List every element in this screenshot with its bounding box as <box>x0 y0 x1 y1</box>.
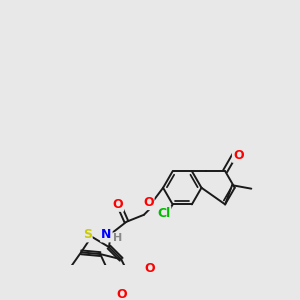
Text: O: O <box>143 196 154 209</box>
Text: N: N <box>101 228 112 242</box>
Text: O: O <box>233 149 244 162</box>
Text: S: S <box>83 228 92 242</box>
Text: O: O <box>145 262 155 275</box>
Text: O: O <box>116 288 127 300</box>
Text: Cl: Cl <box>157 207 170 220</box>
Text: O: O <box>112 198 123 211</box>
Text: H: H <box>113 233 122 243</box>
